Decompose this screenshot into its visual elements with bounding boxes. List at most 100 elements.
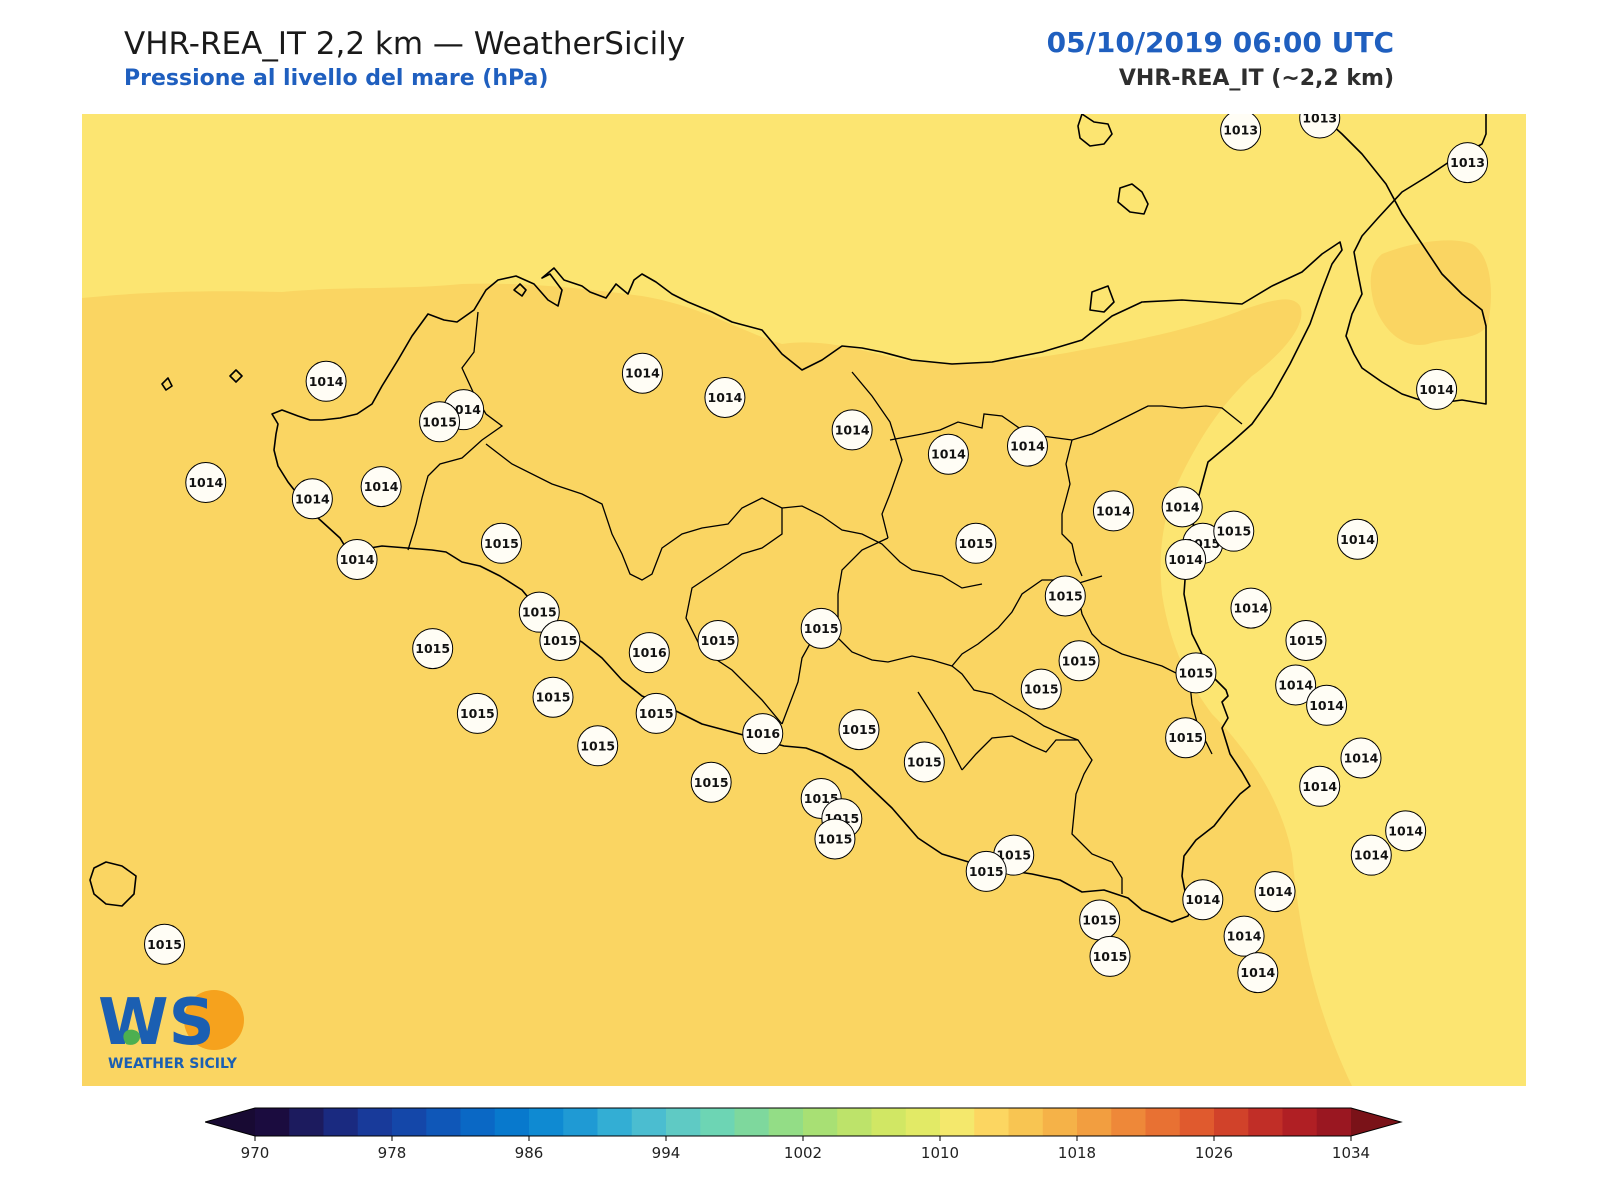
logo-graphic: WS WEATHER SICILY xyxy=(98,986,244,1072)
station-marker: 1015 xyxy=(1079,899,1121,941)
station-value: 1015 xyxy=(484,536,519,551)
station-circle xyxy=(927,433,969,475)
colorbar-swatch xyxy=(323,1108,359,1136)
station-value: 1014 xyxy=(1388,823,1423,838)
colorbar-swatch xyxy=(392,1108,427,1136)
colorbar-swatch xyxy=(631,1108,667,1136)
station-value: 1015 xyxy=(1093,949,1128,964)
station-circle xyxy=(539,620,581,661)
station-value: 1014 xyxy=(188,475,223,490)
colorbar-swatch xyxy=(1214,1108,1249,1136)
station-marker: 1014 xyxy=(1092,490,1134,532)
station-value: 1015 xyxy=(701,633,736,648)
station-circle xyxy=(360,466,402,508)
model-label: VHR-REA_IT (~2,2 km) xyxy=(1118,66,1394,91)
colorbar-graphic: 970 978 986 994 1002 1010 1018 1026 1034 xyxy=(203,1107,1403,1162)
colorbar-extend-low xyxy=(205,1108,255,1136)
colorbar-tick-label: 978 xyxy=(378,1144,407,1162)
colorbar-swatch xyxy=(700,1108,735,1136)
station-value: 1014 xyxy=(1240,965,1275,980)
station-marker: 1014 xyxy=(360,466,402,508)
station-marker: 1014 xyxy=(1299,765,1341,807)
station-circle xyxy=(480,522,522,564)
colorbar-swatch xyxy=(460,1108,496,1136)
station-value: 1014 xyxy=(835,422,870,437)
station-marker: 1015 xyxy=(814,818,856,860)
station-value: 1015 xyxy=(1168,730,1203,745)
logo-mark: WS xyxy=(98,986,215,1060)
station-value: 1015 xyxy=(460,706,495,721)
station-marker: 1014 xyxy=(1350,834,1392,876)
colorbar-swatch xyxy=(940,1108,975,1136)
station-circle xyxy=(838,709,880,751)
station-value: 1015 xyxy=(1082,912,1117,927)
station-marker: 1015 xyxy=(800,607,842,649)
station-marker: 1013 xyxy=(1220,114,1262,151)
station-circle xyxy=(742,713,784,755)
station-marker: 1013 xyxy=(1299,114,1341,139)
station-marker: 1014 xyxy=(291,478,333,520)
station-value: 1014 xyxy=(625,366,660,381)
colorbar-tick-label: 994 xyxy=(652,1144,681,1162)
station-value: 1013 xyxy=(1302,114,1337,126)
station-value: 1015 xyxy=(422,414,457,429)
station-circle xyxy=(1020,668,1062,710)
station-circle xyxy=(1044,575,1086,617)
station-circle xyxy=(621,352,663,394)
border-caltanissetta-enna xyxy=(837,537,1103,667)
colorbar-tick-label: 970 xyxy=(241,1144,270,1162)
station-marker: 1014 xyxy=(185,462,227,504)
colorbar-swatch xyxy=(1077,1108,1112,1136)
sun-icon xyxy=(184,990,244,1050)
station-marker: 1016 xyxy=(742,713,784,755)
station-marker: 1015 xyxy=(144,923,186,965)
colorbar-swatch xyxy=(803,1108,838,1136)
egadi-island-favignana xyxy=(229,369,243,383)
colorbar-swatch xyxy=(1145,1108,1181,1136)
station-marker: 1015 xyxy=(697,620,739,661)
station-value: 1014 xyxy=(1165,499,1200,514)
station-value: 1014 xyxy=(364,479,399,494)
station-value: 1014 xyxy=(295,491,330,506)
colorbar-swatch xyxy=(837,1108,872,1136)
station-value: 1014 xyxy=(931,447,966,462)
colorbar-swatch xyxy=(357,1108,393,1136)
station-circle xyxy=(800,607,842,649)
station-value: 1015 xyxy=(536,690,571,705)
station-marker: 1015 xyxy=(419,401,461,443)
station-value: 1016 xyxy=(632,645,667,660)
station-value: 1014 xyxy=(1227,929,1262,944)
station-value: 1014 xyxy=(1309,698,1344,713)
station-marker: 1014 xyxy=(1275,664,1317,706)
border-ragusa xyxy=(961,735,1123,894)
station-circle xyxy=(1058,640,1100,682)
station-value: 1014 xyxy=(1354,848,1389,863)
station-circle xyxy=(412,628,454,670)
station-circle xyxy=(1223,915,1265,957)
colorbar-swatch xyxy=(1282,1108,1318,1136)
station-marker: 1015 xyxy=(480,522,522,564)
colorbar-swatches xyxy=(203,1107,1403,1137)
station-circle xyxy=(1237,952,1279,994)
station-marker: 1015 xyxy=(965,850,1007,892)
logo-text: WEATHER SICILY xyxy=(108,1056,238,1072)
station-circle xyxy=(1213,510,1255,552)
colorbar-tick-label: 1010 xyxy=(921,1144,959,1162)
colorbar-swatch xyxy=(768,1108,804,1136)
station-circle xyxy=(903,741,945,783)
colorbar-swatch xyxy=(426,1108,461,1136)
station-value: 1015 xyxy=(959,536,994,551)
station-value: 1014 xyxy=(1344,750,1379,765)
station-value: 1015 xyxy=(1024,682,1059,697)
station-value: 1015 xyxy=(1048,588,1083,603)
colorbar-swatch xyxy=(1179,1108,1215,1136)
station-circle xyxy=(1299,765,1341,807)
station-value: 1014 xyxy=(1340,532,1375,547)
station-marker: 1014 xyxy=(336,539,378,580)
station-circle xyxy=(697,620,739,661)
station-circle xyxy=(144,923,186,965)
station-circle xyxy=(291,478,333,520)
station-marker: 1015 xyxy=(539,620,581,661)
colorbar-swatch xyxy=(1111,1108,1146,1136)
station-marker: 1014 xyxy=(1161,486,1203,528)
